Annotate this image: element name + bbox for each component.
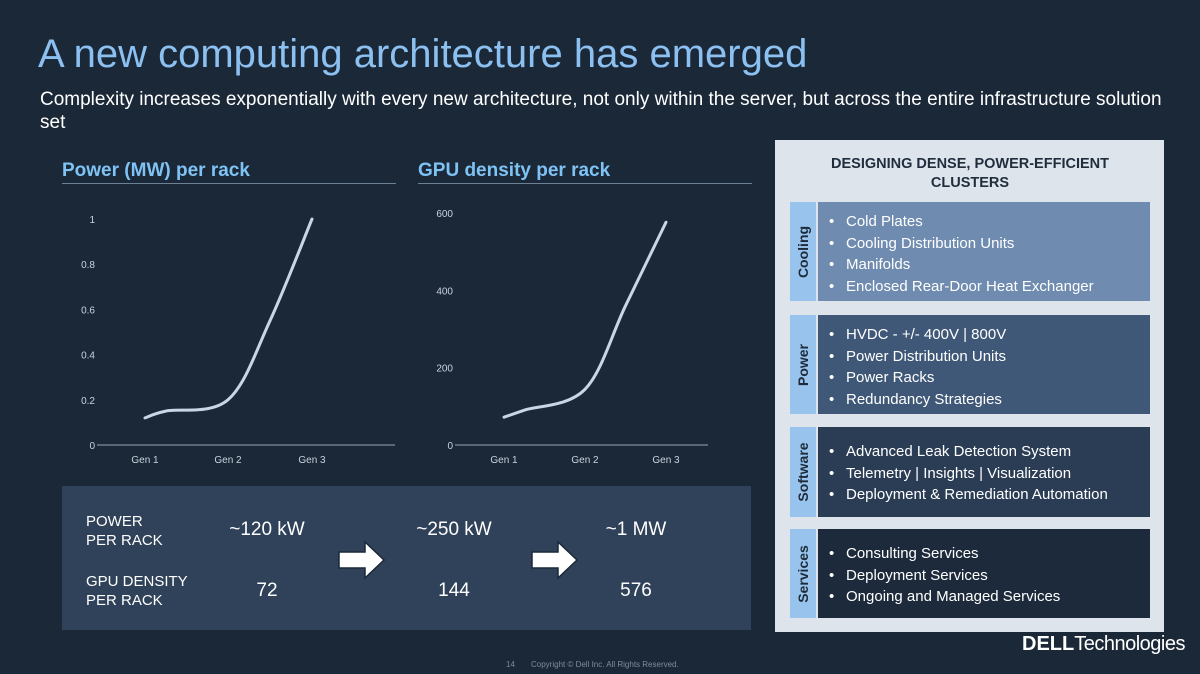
- chart-title-rule: [418, 183, 752, 184]
- services-box: Consulting Services Deployment Services …: [818, 529, 1150, 618]
- y-tick-label: 0.4: [81, 351, 95, 362]
- list-item: Redundancy Strategies: [829, 389, 1150, 411]
- software-box: Advanced Leak Detection System Telemetry…: [818, 427, 1150, 517]
- x-tick-label: Gen 2: [571, 455, 599, 466]
- x-tick-label: Gen 1: [131, 455, 159, 466]
- list-item: Power Racks: [829, 367, 1150, 389]
- tab-software: Software: [790, 427, 816, 517]
- logo-dell: DELL: [1022, 633, 1075, 655]
- gpu-gen1-value: 72: [256, 580, 278, 601]
- list-item: Ongoing and Managed Services: [829, 586, 1150, 608]
- tab-services: Services: [790, 529, 816, 618]
- y-tick-label: 200: [436, 364, 453, 375]
- tab-cooling: Cooling: [790, 202, 816, 301]
- gpu-chart: 0 200 400 600 Gen 1 Gen 2 Gen 3: [436, 209, 708, 466]
- arrow-right-icon: [531, 540, 579, 580]
- list-item: Deployment Services: [829, 565, 1150, 587]
- logo-technologies: Technologies: [1074, 633, 1185, 655]
- gpu-gen3-value: 576: [620, 580, 652, 601]
- list-item: HVDC - +/- 400V | 800V: [829, 324, 1150, 346]
- tab-label-power: Power: [795, 343, 811, 386]
- dell-technologies-logo: DELLTechnologies: [1022, 633, 1185, 656]
- x-tick-label: Gen 2: [214, 455, 242, 466]
- series-line: [502, 220, 668, 419]
- power-chart: 0 0.2 0.4 0.6 0.8 1 Gen 1 Gen 2 Gen 3: [81, 215, 395, 466]
- list-item: Deployment & Remediation Automation: [829, 484, 1150, 506]
- x-tick-label: Gen 3: [652, 455, 680, 466]
- y-tick-label: 0: [447, 441, 453, 452]
- power-metric-label: POWER PER RACK: [86, 513, 163, 549]
- chart-title-rule: [62, 183, 396, 184]
- slide-subtitle: Complexity increases exponentially with …: [40, 89, 1162, 133]
- y-tick-label: 0: [89, 441, 95, 452]
- y-tick-label: 0.6: [81, 305, 95, 316]
- chart-title-power: Power (MW) per rack: [62, 160, 250, 181]
- panel-title: DESIGNING DENSE, POWER-EFFICIENT CLUSTER…: [831, 156, 1109, 191]
- gpu-gen2-value: 144: [438, 580, 470, 601]
- y-tick-label: 400: [436, 286, 453, 297]
- y-tick-label: 0.8: [81, 260, 95, 271]
- power-gen3-value: ~1 MW: [605, 519, 667, 540]
- page-number: 14: [506, 660, 515, 669]
- list-item: Cold Plates: [829, 211, 1150, 233]
- power-box: HVDC - +/- 400V | 800V Power Distributio…: [818, 315, 1150, 414]
- list-item: Cooling Distribution Units: [829, 233, 1150, 255]
- series-line: [143, 217, 314, 420]
- power-gen2-value: ~250 kW: [416, 519, 492, 540]
- tab-label-software: Software: [795, 442, 811, 502]
- x-tick-label: Gen 1: [490, 455, 518, 466]
- gpu-metric-label: GPU DENSITY PER RACK: [86, 573, 188, 609]
- list-item: Telemetry | Insights | Visualization: [829, 463, 1150, 485]
- list-item: Advanced Leak Detection System: [829, 441, 1150, 463]
- list-item: Consulting Services: [829, 543, 1150, 565]
- list-item: Power Distribution Units: [829, 346, 1150, 368]
- arrow-right-icon: [338, 540, 386, 580]
- metrics-box: [62, 486, 751, 630]
- list-item: Enclosed Rear-Door Heat Exchanger: [829, 276, 1150, 298]
- y-tick-label: 1: [89, 215, 95, 226]
- tab-power: Power: [790, 315, 816, 414]
- cooling-box: Cold Plates Cooling Distribution Units M…: [818, 202, 1150, 301]
- x-tick-label: Gen 3: [298, 455, 326, 466]
- list-item: Manifolds: [829, 254, 1150, 276]
- chart-title-gpu: GPU density per rack: [418, 160, 611, 181]
- power-gen1-value: ~120 kW: [229, 519, 305, 540]
- y-tick-label: 0.2: [81, 396, 95, 407]
- copyright: Copyright © Dell Inc. All Rights Reserve…: [531, 660, 679, 669]
- tab-label-cooling: Cooling: [795, 225, 811, 278]
- y-tick-label: 600: [436, 209, 453, 220]
- tab-label-services: Services: [795, 544, 811, 603]
- slide-title: A new computing architecture has emerged: [38, 32, 808, 76]
